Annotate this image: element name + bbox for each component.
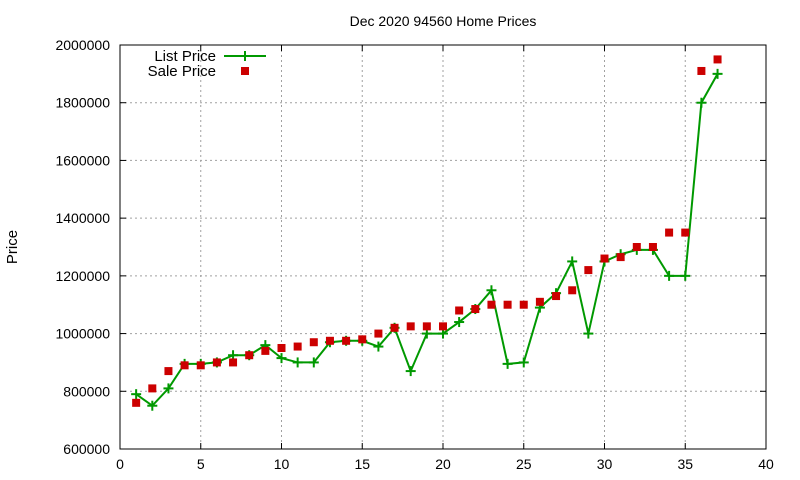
sale-price-point <box>471 305 480 314</box>
sale-price-point <box>212 358 221 367</box>
legend-swatches <box>224 51 266 75</box>
grid <box>120 45 766 449</box>
sale-price-point <box>132 398 141 407</box>
list-price-point <box>502 358 513 369</box>
x-tick-label: 40 <box>758 456 774 472</box>
legend-swatch-sale-price <box>241 67 249 75</box>
sale-price-point <box>616 253 625 262</box>
y-tick-label: 1800000 <box>55 95 110 111</box>
legend-label-sale-price: Sale Price <box>148 63 216 80</box>
sale-price-point <box>665 228 674 237</box>
sale-price-point <box>681 228 690 237</box>
x-axis: 0 5 10 15 20 25 30 35 40 <box>116 45 774 472</box>
x-tick-label: 30 <box>597 456 613 472</box>
list-price-point <box>292 357 303 368</box>
list-price-point <box>373 341 384 352</box>
sale-price-point <box>422 322 431 331</box>
y-tick-label: 1200000 <box>55 268 110 284</box>
sale-price-point <box>261 346 270 355</box>
x-tick-label: 25 <box>516 456 532 472</box>
y-tick-label: 800000 <box>63 383 110 399</box>
sale-price-point <box>374 329 383 338</box>
sale-price-point <box>293 342 302 351</box>
sale-price-point <box>697 66 706 75</box>
sale-price-point <box>568 286 577 295</box>
list-price-line <box>135 73 719 408</box>
sale-price-point <box>229 358 238 367</box>
x-tick-label: 35 <box>677 456 693 472</box>
legend: List Price Sale Price <box>148 48 266 80</box>
list-price-point <box>712 68 723 79</box>
list-price-point <box>147 400 158 411</box>
list-price-point <box>163 383 174 394</box>
sale-price-point <box>358 335 367 344</box>
y-tick-label: 1000000 <box>55 326 110 342</box>
list-price-point <box>518 357 529 368</box>
sale-price-point <box>148 384 157 393</box>
x-tick-label: 10 <box>274 456 290 472</box>
sale-price-point <box>503 300 512 309</box>
sale-price-point <box>713 55 722 64</box>
list-price-point <box>486 285 497 296</box>
y-tick-label: 600000 <box>63 441 110 457</box>
list-price-point <box>131 389 142 400</box>
sale-price-point <box>325 336 334 345</box>
plot-frame <box>119 44 767 450</box>
list-price-point <box>454 317 465 328</box>
sale-price-point <box>196 361 205 370</box>
sale-price-point <box>439 322 447 331</box>
list-price-point <box>583 328 594 339</box>
list-price-point <box>308 357 319 368</box>
sale-price-point <box>180 361 189 370</box>
list-price-point <box>276 353 287 364</box>
sale-price-point <box>245 351 254 360</box>
sale-price-point <box>600 254 609 263</box>
sale-price-point <box>519 300 528 309</box>
sale-price-point <box>648 243 657 251</box>
sale-price-point <box>309 338 318 347</box>
sale-price-point <box>342 336 351 345</box>
sale-price-point <box>406 322 415 331</box>
x-tick-label: 5 <box>197 456 205 472</box>
sale-price-point <box>632 243 641 251</box>
list-price-point <box>664 270 675 281</box>
y-tick-label: 1400000 <box>55 210 110 226</box>
y-tick-label: 1600000 <box>55 152 110 168</box>
sale-price-point <box>535 297 544 306</box>
sale-price-point <box>552 292 561 301</box>
y-axis-label: Price <box>4 230 21 264</box>
series-layer <box>131 55 723 411</box>
list-price-point <box>567 256 578 267</box>
list-price-point <box>696 97 707 108</box>
x-tick-label: 15 <box>354 456 370 472</box>
sale-price-point <box>487 300 496 309</box>
sale-price-point <box>390 323 399 332</box>
sale-price-point <box>455 306 464 315</box>
sale-price-point <box>277 344 286 352</box>
list-price-point <box>680 270 691 281</box>
y-tick-label: 2000000 <box>55 37 110 53</box>
x-tick-label: 0 <box>116 456 124 472</box>
list-price-point <box>405 366 416 377</box>
chart-title: Dec 2020 94560 Home Prices <box>350 13 537 29</box>
legend-label-list-price: List Price <box>154 48 216 65</box>
sale-price-point <box>584 266 593 275</box>
x-tick-label: 20 <box>435 456 451 472</box>
sale-price-point <box>164 367 173 376</box>
